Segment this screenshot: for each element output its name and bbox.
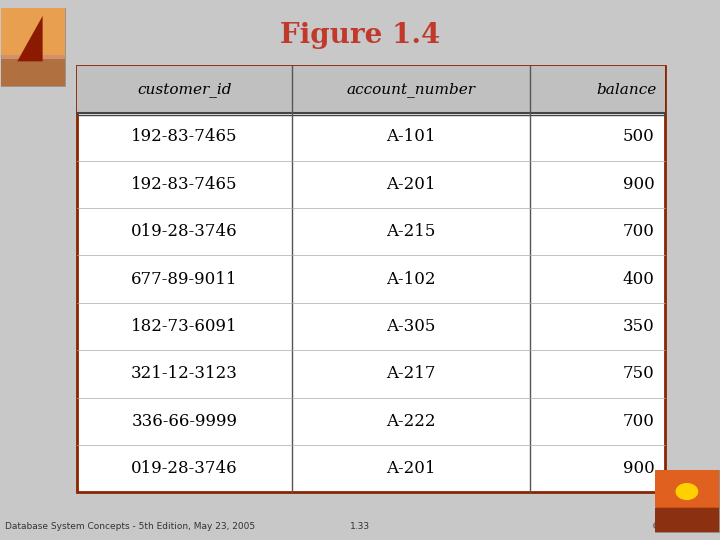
Text: Figure 1.4: Figure 1.4 bbox=[280, 22, 440, 49]
Text: customer_id: customer_id bbox=[137, 82, 232, 97]
Text: 321-12-3123: 321-12-3123 bbox=[131, 366, 238, 382]
Text: 900: 900 bbox=[623, 460, 654, 477]
Bar bbox=[77, 66, 665, 492]
Text: 750: 750 bbox=[623, 366, 654, 382]
Text: 350: 350 bbox=[623, 318, 654, 335]
Text: balance: balance bbox=[596, 83, 657, 97]
Text: account_number: account_number bbox=[346, 82, 475, 97]
Text: 900: 900 bbox=[623, 176, 654, 193]
Text: 336-66-9999: 336-66-9999 bbox=[131, 413, 238, 430]
Text: A-305: A-305 bbox=[386, 318, 436, 335]
Text: 019-28-3746: 019-28-3746 bbox=[131, 223, 238, 240]
Text: A-102: A-102 bbox=[386, 271, 436, 288]
Text: 182-73-6091: 182-73-6091 bbox=[131, 318, 238, 335]
Bar bbox=[655, 470, 719, 507]
Text: A-201: A-201 bbox=[386, 460, 436, 477]
Text: 500: 500 bbox=[623, 129, 654, 145]
Bar bbox=[1, 59, 65, 86]
Text: Database System Concepts - 5th Edition, May 23, 2005: Database System Concepts - 5th Edition, … bbox=[5, 522, 255, 531]
Text: A-201: A-201 bbox=[386, 176, 436, 193]
Text: A-217: A-217 bbox=[386, 366, 436, 382]
Text: 192-83-7465: 192-83-7465 bbox=[131, 176, 238, 193]
Bar bbox=[655, 470, 719, 532]
Text: 700: 700 bbox=[623, 223, 654, 240]
Bar bbox=[77, 66, 665, 113]
Text: 400: 400 bbox=[623, 271, 654, 288]
Bar bbox=[655, 508, 719, 532]
Text: A-222: A-222 bbox=[386, 413, 436, 430]
Text: ©Silberschatz, Korth and Sudarshan: ©Silberschatz, Korth and Sudarshan bbox=[652, 522, 720, 531]
Text: A-215: A-215 bbox=[386, 223, 436, 240]
Bar bbox=[1, 8, 65, 86]
Text: 019-28-3746: 019-28-3746 bbox=[131, 460, 238, 477]
Text: 677-89-9011: 677-89-9011 bbox=[131, 271, 238, 288]
Circle shape bbox=[675, 483, 698, 500]
Text: A-101: A-101 bbox=[386, 129, 436, 145]
Polygon shape bbox=[17, 16, 42, 62]
Text: 700: 700 bbox=[623, 413, 654, 430]
Text: 1.33: 1.33 bbox=[350, 522, 370, 531]
Text: 192-83-7465: 192-83-7465 bbox=[131, 129, 238, 145]
Bar bbox=[1, 8, 65, 55]
